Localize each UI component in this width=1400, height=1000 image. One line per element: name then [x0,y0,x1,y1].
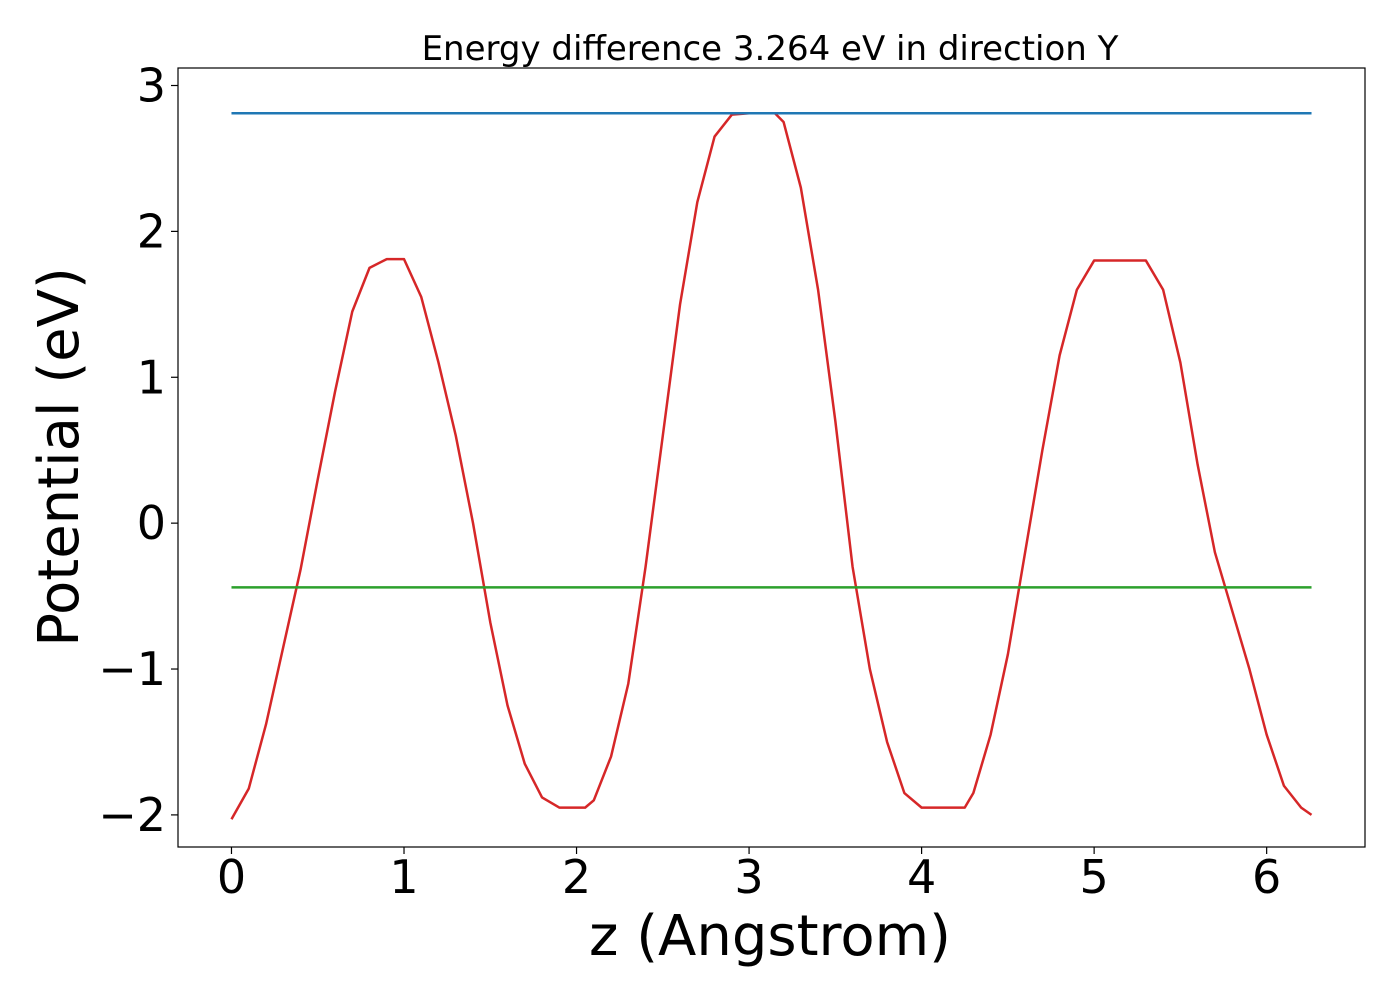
y-tick-label: 2 [137,204,166,258]
x-tick-label: 4 [907,850,936,904]
plot-frame [177,67,1366,848]
y-tick-label: 0 [137,496,166,550]
y-tick-label: −2 [98,788,166,842]
x-tick-label: 6 [1252,850,1281,904]
x-tick-label: 1 [389,850,418,904]
y-tick-label: 3 [137,59,166,113]
potential-curve [230,111,1313,820]
series-layer [230,111,1313,820]
y-tick-label: 1 [137,350,166,404]
x-tick-label: 5 [1079,850,1108,904]
x-tick-label: 2 [562,850,591,904]
x-axis-title: z (Angstrom) [589,904,951,969]
y-axis-title: Potential (eV) [27,267,92,647]
chart-title: Energy difference 3.264 eV in direction … [422,29,1119,69]
ticks-layer: 0 1 2 3 4 5 6 −2 −1 0 1 2 3 [98,59,1281,904]
y-tick-label: −1 [98,642,166,696]
x-tick-label: 3 [734,850,763,904]
x-tick-label: 0 [217,850,246,904]
